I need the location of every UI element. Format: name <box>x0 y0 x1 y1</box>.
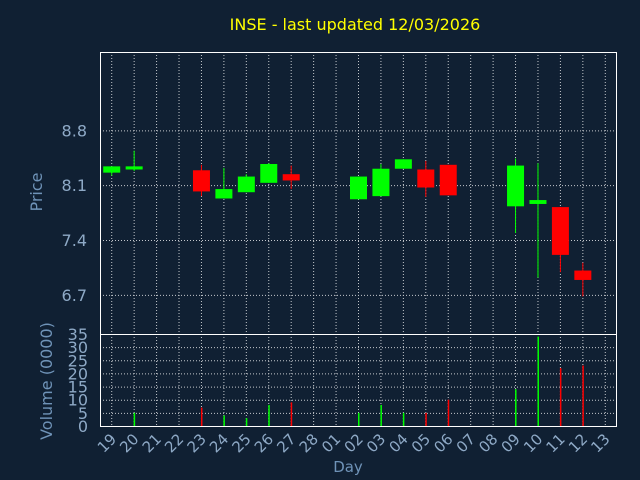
candle-up <box>215 189 233 199</box>
volume-bar <box>515 389 517 426</box>
candle-up <box>507 165 525 207</box>
volume-tick-label: 25 <box>68 351 88 370</box>
volume-tick-label: 35 <box>68 325 88 344</box>
volume-bar <box>582 365 584 426</box>
volume-bar <box>290 402 293 426</box>
price-tick-label: 6.7 <box>62 286 87 305</box>
candle-up <box>350 176 367 200</box>
volume-axis-title: Volume (0000) <box>37 322 56 440</box>
price-tick-label: 7.4 <box>62 231 87 250</box>
x-axis-title: Day <box>333 458 363 476</box>
candle-down <box>439 164 457 196</box>
candle-up <box>125 166 143 170</box>
candle-down <box>574 270 592 280</box>
volume-bar <box>245 418 248 426</box>
volume-bar <box>380 404 382 426</box>
chart-title: INSE - last updated 12/03/2026 <box>230 15 481 34</box>
volume-tick-label: 0 <box>78 417 88 436</box>
candle-up <box>260 164 278 183</box>
volume-bar <box>358 412 360 426</box>
volume-panel-frame <box>100 334 617 427</box>
volume-tick-label: 20 <box>68 364 88 383</box>
candle-down <box>551 207 569 255</box>
volume-tick-label: 15 <box>68 378 88 397</box>
candle-down <box>192 170 210 192</box>
volume-tick-label: 5 <box>78 404 88 423</box>
volume-bar <box>402 412 405 426</box>
candle-up <box>372 168 390 197</box>
candle-up <box>103 166 121 173</box>
price-axis-title: Price <box>27 172 46 211</box>
grid-lines <box>100 52 616 427</box>
candle-down <box>282 174 300 181</box>
candle-up <box>529 200 547 204</box>
volume-bar <box>223 415 225 426</box>
volume-bar <box>559 368 562 426</box>
candle-up <box>237 176 255 193</box>
candle-down <box>417 169 435 188</box>
volume-tick-label: 10 <box>68 391 88 410</box>
volume-tick-label: 30 <box>68 338 88 357</box>
volume-bar <box>200 407 203 426</box>
price-tick-label: 8.8 <box>62 121 87 140</box>
volume-bar <box>268 404 270 426</box>
volume-bar <box>133 412 136 426</box>
candle-up <box>394 159 412 169</box>
price-tick-label: 8.1 <box>62 176 87 195</box>
volume-bar <box>537 336 539 426</box>
volume-bar <box>447 399 450 426</box>
volume-bar <box>425 412 427 426</box>
